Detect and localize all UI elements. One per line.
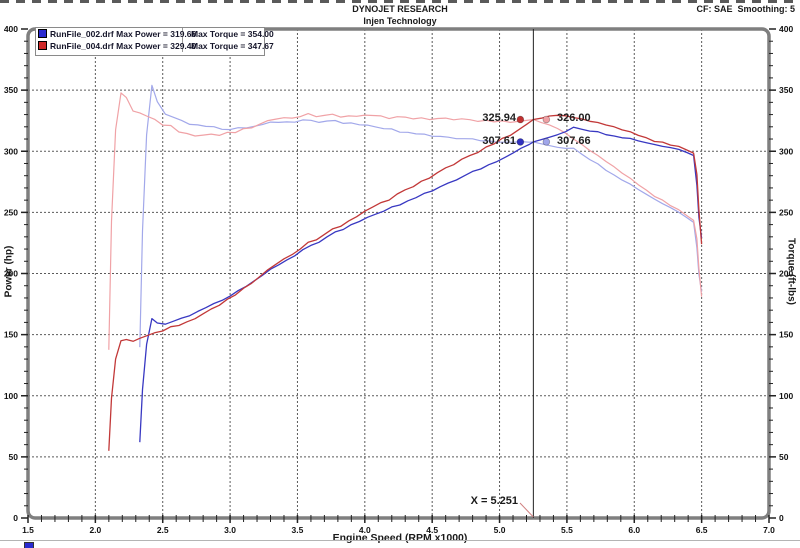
marker-value-torque-004: 326.00 — [557, 112, 591, 124]
legend-swatch-red — [38, 41, 47, 50]
gridlines — [28, 29, 769, 518]
legend-max-torque-002: Max Torque = 354.00 — [182, 28, 274, 40]
legend-box: RunFile_002.drf Max Power = 319.66 Max T… — [35, 27, 274, 56]
svg-text:100: 100 — [779, 391, 793, 401]
cursor-x-label: X = 5.251 — [470, 495, 518, 507]
svg-text:250: 250 — [4, 207, 18, 217]
legend-max-power-002: Max Power = 319.66 — [116, 29, 197, 39]
svg-text:0: 0 — [13, 513, 18, 523]
svg-text:300: 300 — [779, 146, 793, 156]
svg-text:2.5: 2.5 — [157, 525, 169, 535]
cursor-label-leader — [519, 502, 534, 518]
page-title: DYNOJET RESEARCH — [352, 4, 448, 14]
legend-max-power-004: Max Power = 329.40 — [116, 41, 197, 51]
svg-text:7.0: 7.0 — [763, 525, 775, 535]
svg-text:6.0: 6.0 — [628, 525, 640, 535]
y-axis-title-power: Power (hp) — [3, 245, 15, 298]
cursor-marker-dot — [542, 138, 551, 146]
tick-labels: 1.5 2.0 2.5 3.0 3.5 4.0 4.5 5.0 5.5 6.0 6.5 7.0 0 0 50… — [4, 24, 794, 535]
svg-text:5.5: 5.5 — [561, 525, 573, 535]
svg-text:3.5: 3.5 — [292, 525, 304, 535]
legend-swatch-blue — [38, 29, 47, 38]
axis-ticks — [21, 28, 776, 523]
next-section-divider — [0, 540, 800, 541]
cursor-marker-dot — [516, 115, 525, 124]
svg-text:4.5: 4.5 — [426, 525, 438, 535]
curves — [108, 84, 703, 451]
cursor-marker-dot — [542, 115, 551, 124]
y-axis-title-torque: Torque (ft-lbs) — [785, 237, 797, 306]
svg-text:400: 400 — [4, 24, 18, 34]
svg-text:300: 300 — [4, 146, 18, 156]
svg-text:1.5: 1.5 — [22, 525, 34, 535]
legend-row-runfile-004[interactable]: RunFile_004.drf Max Power = 329.40 Max T… — [36, 40, 274, 52]
svg-text:50: 50 — [779, 452, 789, 462]
correction-smoothing-info: CF: SAE Smoothing: 5 — [696, 4, 796, 14]
legend-max-torque-004: Max Torque = 347.67 — [182, 40, 274, 52]
legend-row-runfile-002[interactable]: RunFile_002.drf Max Power = 319.66 Max T… — [36, 28, 274, 40]
window-top-border — [0, 0, 800, 3]
svg-text:6.5: 6.5 — [696, 525, 708, 535]
power-curve-002 — [139, 126, 703, 443]
svg-text:0: 0 — [779, 513, 784, 523]
cutoff-legend-swatch — [24, 542, 34, 548]
svg-text:350: 350 — [779, 85, 793, 95]
svg-text:50: 50 — [9, 452, 19, 462]
svg-text:100: 100 — [4, 391, 18, 401]
svg-text:200: 200 — [779, 269, 793, 279]
shop-name: Injen Technology — [363, 16, 437, 26]
marker-value-power-002: 307.61 — [482, 135, 516, 147]
marker-value-torque-002: 307.66 — [557, 135, 591, 147]
svg-text:3.0: 3.0 — [224, 525, 236, 535]
legend-file-002: RunFile_002.drf — [50, 29, 114, 39]
svg-text:200: 200 — [4, 269, 18, 279]
svg-text:2.0: 2.0 — [89, 525, 101, 535]
torque-curve-002 — [139, 84, 703, 348]
power-curve-004 — [108, 114, 703, 451]
legend-file-004: RunFile_004.drf — [50, 41, 114, 51]
cursor-marker-dot — [516, 138, 525, 146]
svg-text:5.0: 5.0 — [494, 525, 506, 535]
svg-text:4.0: 4.0 — [359, 525, 371, 535]
svg-text:150: 150 — [4, 330, 18, 340]
marker-value-power-004: 325.94 — [482, 112, 516, 124]
torque-curve-004 — [108, 92, 703, 350]
x-axis-title: Engine Speed (RPM x1000) — [332, 532, 468, 544]
svg-text:350: 350 — [4, 85, 18, 95]
svg-text:400: 400 — [779, 24, 793, 34]
svg-text:150: 150 — [779, 330, 793, 340]
svg-text:250: 250 — [779, 207, 793, 217]
